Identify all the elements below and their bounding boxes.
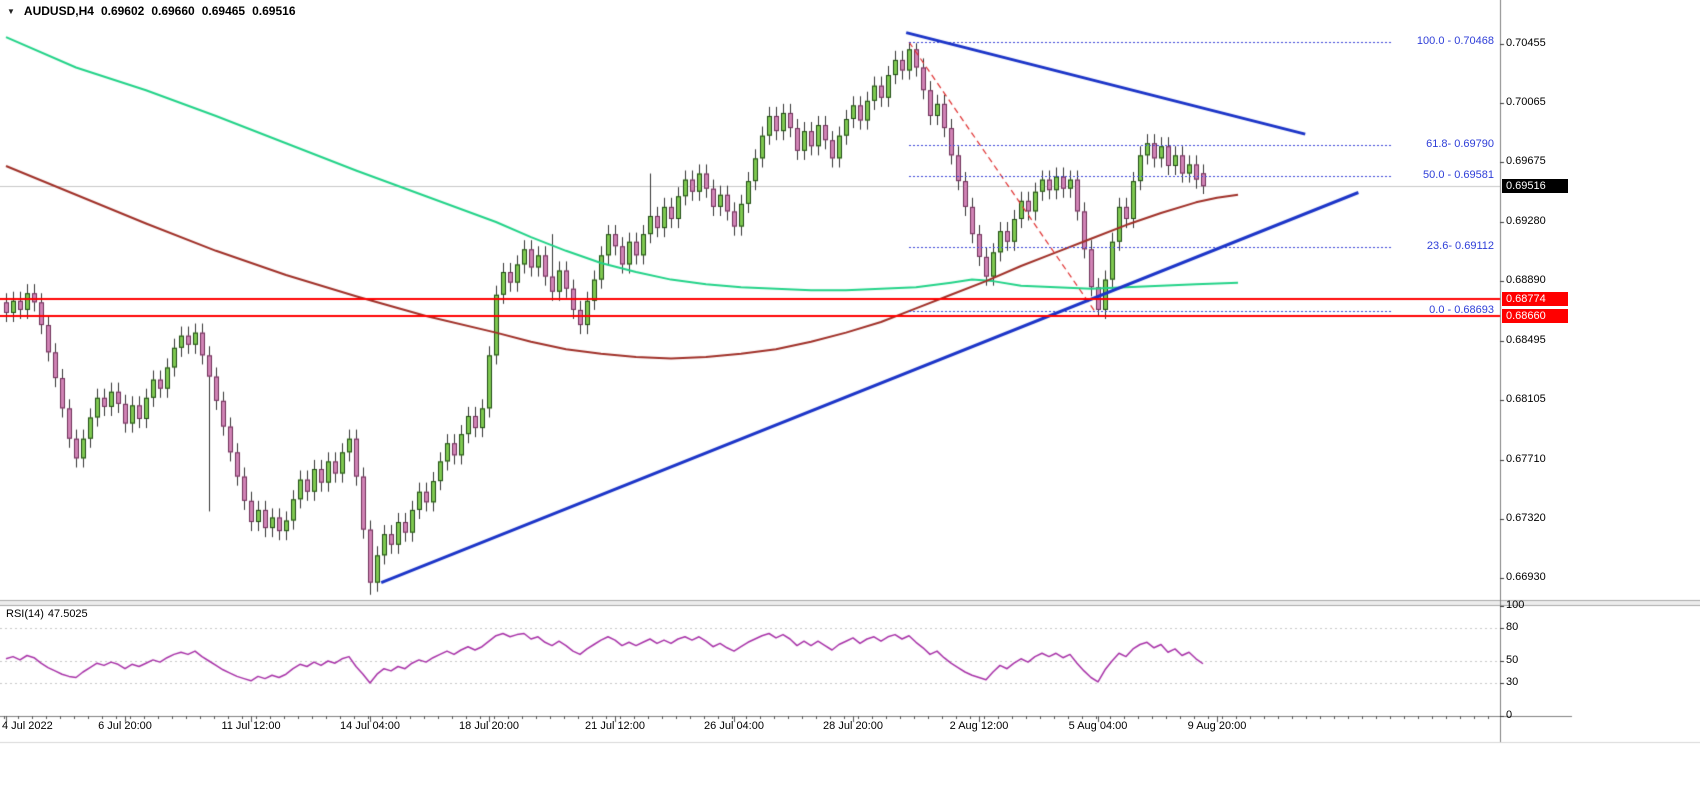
ohlc-open-value: 0.69602 bbox=[100, 4, 145, 18]
time-axis-label: 2 Aug 12:00 bbox=[949, 720, 1009, 732]
symbol-dropdown-icon[interactable]: ▼ bbox=[7, 6, 15, 16]
price-axis-label: 0.70455 bbox=[1506, 37, 1546, 49]
time-axis-label: 9 Aug 20:00 bbox=[1187, 720, 1247, 732]
fib-level-label: 61.8- 0.69790 bbox=[1426, 137, 1494, 150]
rsi-name: RSI(14) bbox=[6, 608, 44, 620]
rsi-axis-label: 100 bbox=[1506, 599, 1525, 611]
ohlc-close-value: 0.69516 bbox=[252, 4, 296, 18]
price-axis-label: 0.68105 bbox=[1506, 393, 1546, 406]
resistance-price-badge: 0.68774 bbox=[1502, 291, 1568, 306]
price-axis-label: 0.70065 bbox=[1506, 96, 1546, 109]
fib-level-label: 100.0 - 0.70468 bbox=[1416, 35, 1494, 48]
time-axis-label: 5 Aug 04:00 bbox=[1068, 720, 1128, 732]
ohlc-low-value: 0.69465 bbox=[201, 4, 246, 18]
time-axis-label: 11 Jul 12:00 bbox=[221, 720, 281, 732]
time-axis-label: 4 Jul 2022 bbox=[2, 720, 53, 732]
chart-header: ▼ AUDUSD,H4 0.69602 0.69660 0.69465 0.69… bbox=[7, 4, 296, 18]
rsi-axis-label: 80 bbox=[1506, 621, 1519, 633]
price-axis-label: 0.68495 bbox=[1506, 333, 1546, 346]
price-axis-label: 0.68890 bbox=[1506, 274, 1546, 287]
ohlc-high-value: 0.69660 bbox=[151, 4, 195, 18]
rsi-axis-label: 0 bbox=[1506, 709, 1513, 721]
time-axis-label: 28 Jul 20:00 bbox=[823, 720, 883, 732]
rsi-axis-label: 50 bbox=[1506, 654, 1519, 666]
fib-level-label: 50.0 - 0.69581 bbox=[1423, 169, 1494, 182]
time-axis-label: 14 Jul 04:00 bbox=[340, 720, 400, 732]
rsi-indicator-label: RSI(14) 47.5025 bbox=[6, 608, 92, 620]
fib-level-label: 23.6- 0.69112 bbox=[1426, 240, 1494, 253]
time-axis-label: 21 Jul 12:00 bbox=[585, 720, 645, 732]
rsi-axis-label: 30 bbox=[1506, 676, 1519, 688]
time-axis-label: 26 Jul 04:00 bbox=[704, 720, 764, 732]
price-axis-label: 0.67710 bbox=[1506, 452, 1546, 465]
support-price-badge: 0.68660 bbox=[1502, 308, 1568, 323]
price-axis-label: 0.66930 bbox=[1506, 571, 1546, 584]
price-axis-label: 0.67320 bbox=[1506, 512, 1546, 524]
price-axis-label: 0.69280 bbox=[1506, 215, 1546, 228]
price-axis-label: 0.69675 bbox=[1506, 155, 1546, 168]
time-axis-label: 6 Jul 20:00 bbox=[98, 720, 152, 732]
rsi-value: 47.5025 bbox=[47, 608, 88, 620]
fib-level-label: 0.0 - 0.68693 bbox=[1429, 303, 1494, 316]
time-axis-label: 18 Jul 20:00 bbox=[459, 720, 519, 732]
current-price-badge: 0.69516 bbox=[1502, 179, 1568, 194]
symbol-timeframe-label: AUDUSD,H4 bbox=[23, 4, 94, 18]
